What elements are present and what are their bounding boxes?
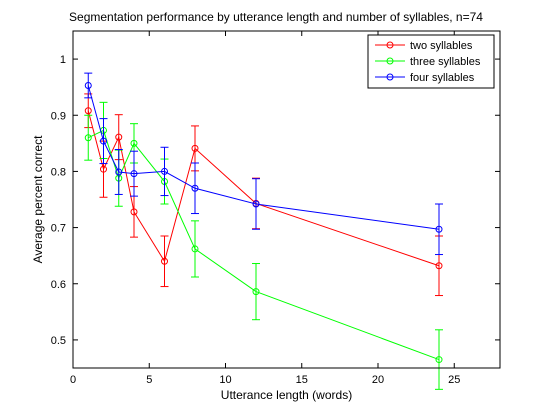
legend-swatch-marker [386,73,394,81]
data-point [252,200,260,208]
legend-label: two syllables [410,40,473,52]
data-point [161,257,168,265]
data-point [435,356,443,364]
data-point [130,139,138,147]
series-four-syllables [84,72,443,256]
y-tick-label: 0.5 [51,335,66,347]
plot-frame [72,30,501,369]
legend-label: three syllables [410,56,481,68]
y-tick-label: 0.9 [51,110,66,122]
x-tick-label: 5 [146,374,152,386]
data-point [100,137,107,145]
data-point [115,133,123,141]
data-point [161,167,168,175]
data-point [191,245,199,253]
data-point [252,288,260,296]
data-point [435,262,443,270]
x-tick-label: 20 [372,374,384,386]
data-point [130,170,138,178]
series-line-four-syllables [87,85,440,230]
data-point [191,144,199,152]
axis-ticks: 0 5 10 15 20 25 0.5 0.6 0.7 0.8 0.9 1 [51,31,500,386]
y-axis-label: Average percent correct [31,135,45,264]
data-point [84,107,92,115]
x-tick-label: 10 [219,374,231,386]
legend: two syllables three syllables four syllabl… [367,34,495,89]
data-point [115,168,123,176]
x-tick-label: 15 [296,374,308,386]
data-point [100,165,107,173]
y-tick-label: 0.8 [51,166,66,178]
legend-swatch-marker [386,57,394,65]
data-point [130,208,138,216]
y-tick-label: 0.6 [51,279,66,291]
series-line-three-syllables [88,129,440,361]
data-point [435,225,443,233]
series-layer [84,72,443,390]
x-tick-label: 0 [70,374,76,386]
x-tick-label: 25 [448,374,460,386]
data-point [84,81,92,89]
y-tick-label: 0.7 [51,223,66,235]
legend-swatch-marker [386,41,394,49]
x-axis-label: Utterance length (words) [221,388,352,402]
chart-title: Segmentation performance by utterance le… [69,10,483,24]
data-point [191,184,199,192]
y-tick-label: 1 [60,54,66,66]
legend-label: four syllables [410,72,475,84]
data-point [84,134,92,142]
